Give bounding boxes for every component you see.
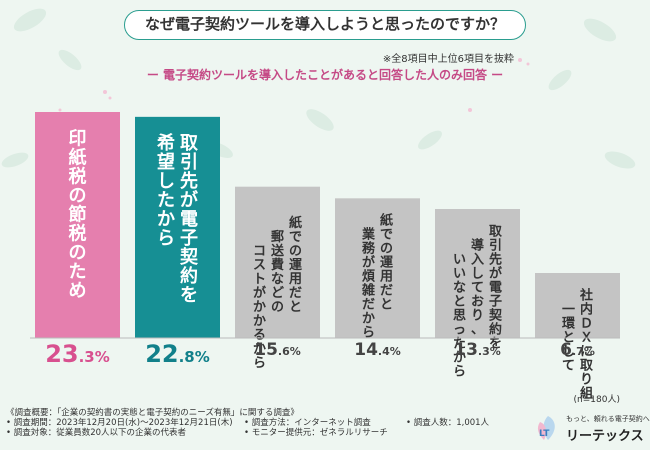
category-label-5-line-2: 導入しており、 [471, 237, 484, 337]
bar-6 [535, 273, 620, 338]
category-label-3-line-3: コストがかかるから [253, 244, 266, 371]
value-label-3: 15.6% [228, 340, 328, 360]
survey-target: • 調査対象：従業員数20人以下の企業の代表者 [6, 428, 187, 438]
bar-chart: 印紙税の節税のため取引先が電子契約を希望したから紙での運用だと郵送費などのコスト… [30, 112, 620, 400]
value-dec: .3% [78, 348, 110, 366]
value-label-5: 13.3% [428, 340, 528, 360]
company-logo: LT もっと、頼れる電子契約へ リーテックス [534, 412, 650, 444]
category-label-3-line-2: 郵送費などの [270, 229, 285, 315]
bar-1 [35, 112, 120, 338]
survey-method: • 調査方法：インターネット調査 [244, 418, 371, 428]
survey-provider: • モニター提供元：ゼネラルリサーチ [244, 428, 388, 438]
survey-period: • 調査期間：2023年12月20日(水)〜2023年12月21日(木) [6, 418, 233, 428]
value-int: 14 [354, 340, 378, 360]
question-title: なぜ電子契約ツールを導入しようと思ったのですか？ [124, 10, 526, 40]
sample-size-note: (n=180人) [573, 395, 620, 405]
value-dec: .6% [277, 345, 301, 358]
value-dec: .4% [377, 345, 401, 358]
survey-row-1: • 調査期間：2023年12月20日(水)〜2023年12月21日(木) • 調… [6, 418, 526, 428]
logo-name: リーテックス [566, 429, 644, 444]
bar-5 [435, 208, 520, 338]
value-int: 15 [254, 340, 278, 360]
survey-row-2: • 調査対象：従業員数20人以下の企業の代表者 • モニター提供元：ゼネラルリサ… [6, 428, 526, 438]
category-label-6-line-1: 社内ＤＸに取り組む [579, 287, 594, 400]
category-label-2-line-2: 希望したから [157, 132, 175, 249]
value-label-4: 14.4% [328, 340, 428, 360]
survey-count: • 調査人数：1,001人 [406, 418, 490, 428]
value-int: 13 [454, 340, 478, 360]
category-label-1-line-1: 印紙税の節税のため [69, 128, 87, 301]
category-label-5-line-3: いいなと思ったから [453, 252, 466, 379]
value-label-6: 6.7% [528, 340, 628, 360]
respondent-subtitle: ー 電子契約ツールを導入したことがあると回答した人のみ回答 ー [146, 68, 504, 82]
value-dec: .7% [571, 345, 595, 358]
leaf-logo-icon: LT [537, 416, 555, 440]
value-dec: .8% [178, 348, 210, 366]
bar-3 [235, 186, 320, 338]
value-int: 6 [560, 340, 572, 360]
logo-tagline: もっと、頼れる電子契約へ [566, 415, 650, 423]
excerpt-note: ※全8項目中上位6項目を抜粋 [382, 54, 514, 65]
category-label-5-line-1: 取引先が電子契約を [488, 224, 503, 351]
category-label-4-line-2: 業務が煩雑だから [361, 227, 376, 341]
bar-2 [135, 116, 220, 338]
category-label-4-line-1: 紙での運用だと [379, 213, 393, 313]
survey-overview-title: 《調査概要：「企業の契約書の実態と電子契約のニーズ有無」に関する調査》 [6, 408, 299, 418]
bar-4 [335, 198, 420, 338]
value-label-2: 22.8% [128, 340, 228, 368]
value-dec: .3% [477, 345, 501, 358]
category-label-2-line-1: 取引先が電子契約を [179, 133, 199, 306]
category-label-3-line-1: 紙での運用だと [288, 215, 302, 315]
logo-mark-text: LT [539, 429, 550, 439]
survey-overview: 《調査概要：「企業の契約書の実態と電子契約のニーズ有無」に関する調査》 • 調査… [6, 408, 526, 438]
value-label-1: 23.3% [28, 340, 128, 368]
value-int: 22 [145, 340, 179, 368]
value-int: 23 [45, 340, 79, 368]
